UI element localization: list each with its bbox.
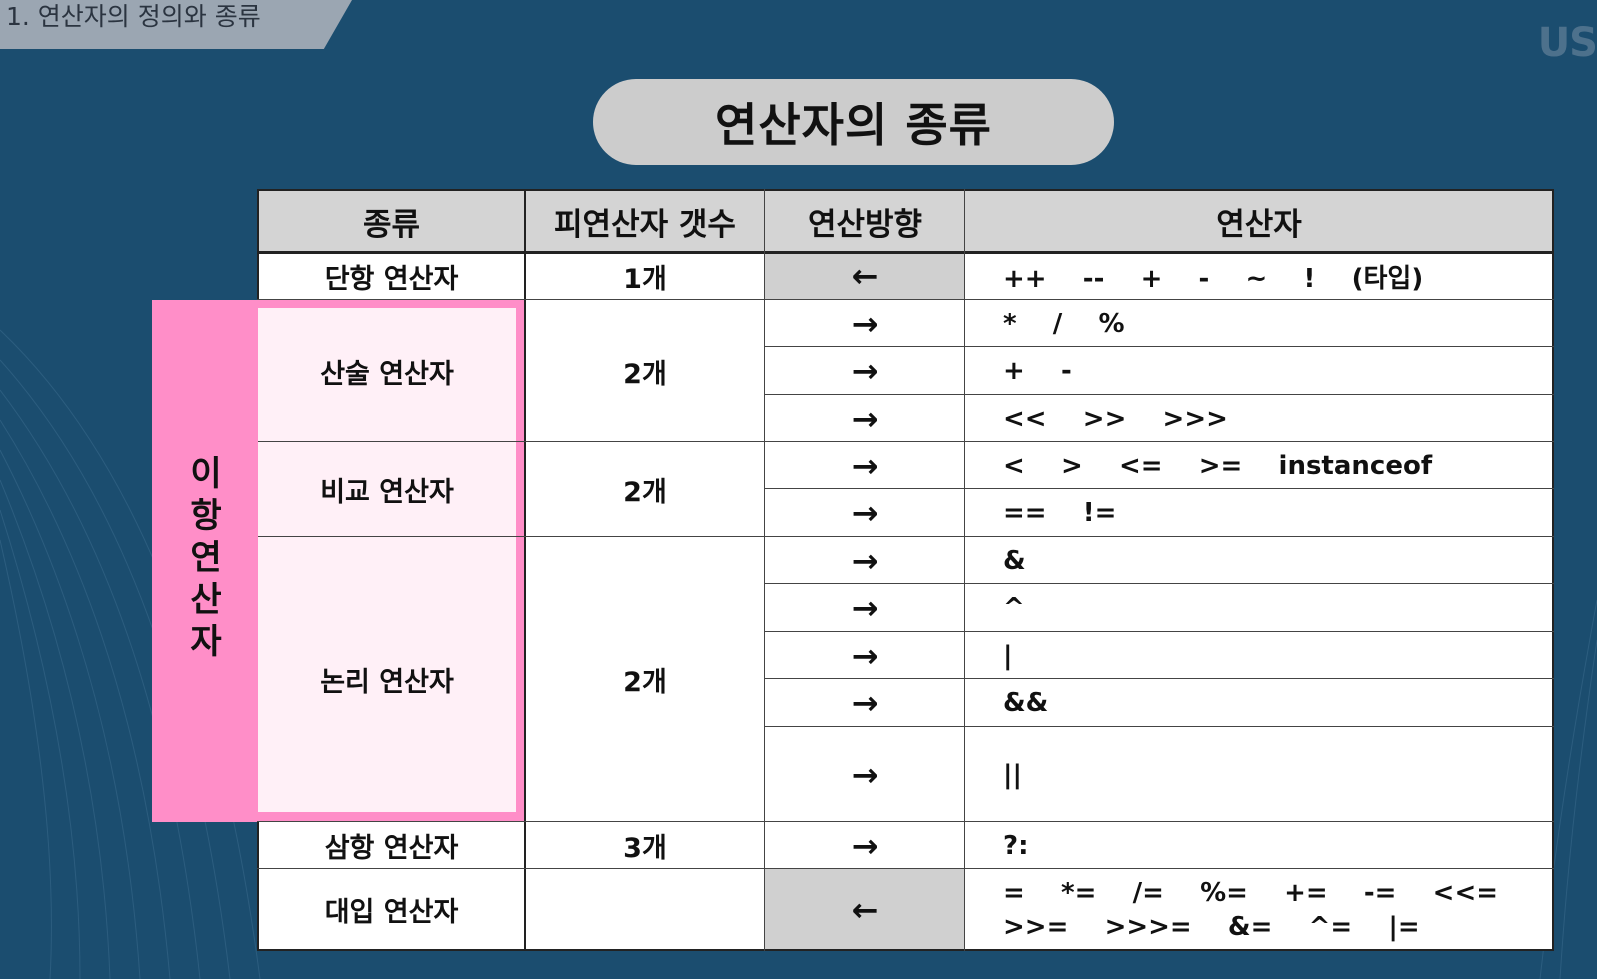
operators-cell: + - (965, 347, 1553, 395)
slide-title: 연산자의 종류 (593, 79, 1114, 165)
corner-logo: US (1537, 20, 1597, 66)
count-ternary: 3개 (525, 822, 765, 869)
assignment-operators-line-1: = *= /= %= += -= <<= (1003, 877, 1499, 908)
kind-logical: 논리 연산자 (320, 667, 454, 698)
direction-cell: → (765, 347, 965, 395)
kind-ternary: 삼항 연산자 (258, 822, 525, 869)
direction-cell: → (765, 822, 965, 869)
operators-cell: && (965, 679, 1553, 727)
operators-cell: < > <= >= instanceof (965, 442, 1553, 489)
kind-unary: 단항 연산자 (258, 252, 525, 300)
direction-cell: → (765, 300, 965, 347)
count-arithmetic: 2개 (525, 300, 765, 442)
operators-cell: == != (965, 489, 1553, 537)
direction-cell: → (765, 442, 965, 489)
operators-cell: << >> >>> (965, 395, 1553, 442)
count-unary: 1개 (525, 252, 765, 300)
direction-cell: → (765, 537, 965, 584)
header-operators: 연산자 (965, 190, 1553, 252)
direction-cell: → (765, 489, 965, 537)
operators-cell: ++ -- + - ~ ! (타입) (965, 252, 1553, 300)
operators-cell-assignment: = *= /= %= += -= <<= >>= >>>= &= ^= |= (965, 869, 1553, 950)
count-assignment (525, 869, 765, 950)
direction-cell: → (765, 395, 965, 442)
kind-comparison: 비교 연산자 (320, 477, 454, 508)
direction-cell: → (765, 679, 965, 727)
count-logical: 2개 (525, 537, 765, 822)
direction-cell: → (765, 632, 965, 679)
direction-cell: → (765, 584, 965, 632)
operators-cell: || (965, 727, 1553, 822)
operators-cell: & (965, 537, 1553, 584)
assignment-operators-line-2: >>= >>>= &= ^= |= (1003, 911, 1420, 942)
header-kind: 종류 (258, 190, 525, 252)
direction-cell: ← (765, 252, 965, 300)
operators-cell: ^ (965, 584, 1553, 632)
operators-cell: * / % (965, 300, 1553, 347)
chapter-tab: 1. 연산자의 정의와 종류 (0, 0, 352, 49)
header-direction: 연산방향 (765, 190, 965, 252)
binary-operator-label: 이항연산자 (190, 454, 222, 662)
operators-cell: ?: (965, 822, 1553, 869)
binary-operator-group-inner (258, 308, 516, 812)
direction-cell: → (765, 727, 965, 822)
count-comparison: 2개 (525, 442, 765, 537)
header-operand-count: 피연산자 갯수 (525, 190, 765, 252)
kind-assignment: 대입 연산자 (258, 869, 525, 950)
direction-cell: ← (765, 869, 965, 950)
operators-cell: | (965, 632, 1553, 679)
kind-arithmetic: 산술 연산자 (320, 358, 454, 390)
